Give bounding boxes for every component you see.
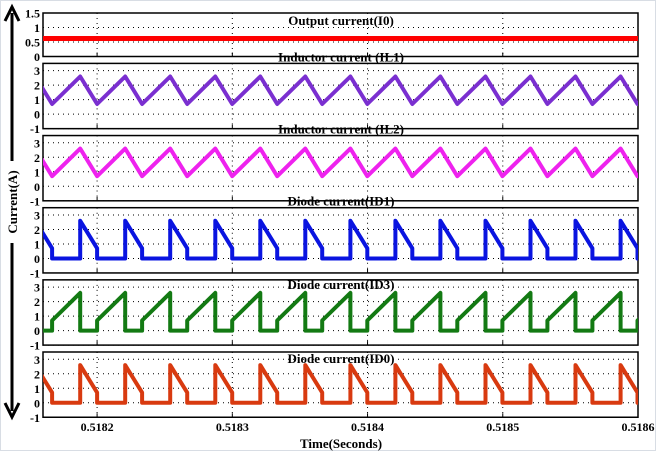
subplot-title: Output current(I0) — [288, 13, 394, 28]
y-tick-label: 0 — [34, 108, 40, 122]
y-tick-label: 0 — [34, 396, 40, 410]
y-tick-label: 1 — [34, 237, 40, 251]
subplot-frame — [42, 206, 639, 274]
x-axis-label: Time(Seconds) — [300, 436, 382, 451]
y-tick-label: -1 — [30, 194, 40, 208]
x-tick-label: 0.5186 — [622, 420, 655, 434]
y-tick-label: 0.5 — [25, 36, 40, 50]
y-tick-label: -1 — [30, 266, 40, 280]
subplot-frame — [42, 62, 639, 130]
series-line-5 — [43, 290, 638, 333]
y-tick-label: 3 — [34, 64, 40, 78]
x-tick-label: 0.5184 — [351, 420, 384, 434]
subplot-title: Inductor current (IL2) — [278, 122, 404, 137]
y-tick-label: 3 — [34, 208, 40, 222]
y-tick-label: 3 — [34, 136, 40, 150]
x-tick-label: 0.5185 — [486, 420, 519, 434]
series-line-3 — [43, 146, 638, 179]
y-tick-label: 2 — [34, 295, 40, 309]
y-tick-label: 2 — [34, 79, 40, 93]
y-tick-label: 1 — [34, 165, 40, 179]
y-tick-label: 1 — [34, 382, 40, 396]
series-line-4 — [43, 218, 638, 261]
subplot-1: 00.511.5 Output current(I0) — [25, 7, 639, 64]
subplot-frame — [42, 12, 639, 58]
y-tick-label: 3 — [34, 353, 40, 367]
subplot-frame — [42, 351, 639, 418]
y-tick-label: 2 — [34, 151, 40, 165]
y-tick-label: 2 — [34, 367, 40, 381]
y-tick-label: -1 — [30, 122, 40, 136]
subplot-frame — [42, 279, 639, 346]
y-tick-label: 2 — [34, 223, 40, 237]
x-tick-label: 0.5183 — [216, 420, 249, 434]
subplot-title: Diode current(ID3) — [288, 277, 395, 292]
y-tick-label: -1 — [30, 411, 40, 425]
y-tick-label: -1 — [30, 339, 40, 353]
y-tick-label: 1 — [34, 21, 40, 35]
subplot-title: Diode current(ID1) — [288, 194, 395, 209]
subplot-frame — [42, 134, 639, 202]
y-axis-label: Current(A) — [5, 170, 20, 233]
series-line-6 — [43, 363, 638, 405]
y-tick-label: 0 — [34, 252, 40, 266]
x-tick-label: 0.5182 — [81, 420, 114, 434]
y-tick-label: 0 — [34, 50, 40, 64]
subplot-title: Diode current(ID0) — [288, 351, 395, 366]
y-tick-label: 1 — [34, 93, 40, 107]
y-tick-label: 3 — [34, 281, 40, 295]
arrow-up-icon — [3, 3, 21, 22]
y-tick-label: 0 — [34, 180, 40, 194]
y-tick-label: 1.5 — [25, 7, 40, 21]
subplot-title: Inductor current (IL1) — [278, 49, 404, 64]
arrow-down-icon — [3, 402, 21, 421]
series-line-2 — [43, 74, 638, 106]
y-tick-label: 1 — [34, 310, 40, 324]
y-tick-label: 0 — [34, 324, 40, 338]
